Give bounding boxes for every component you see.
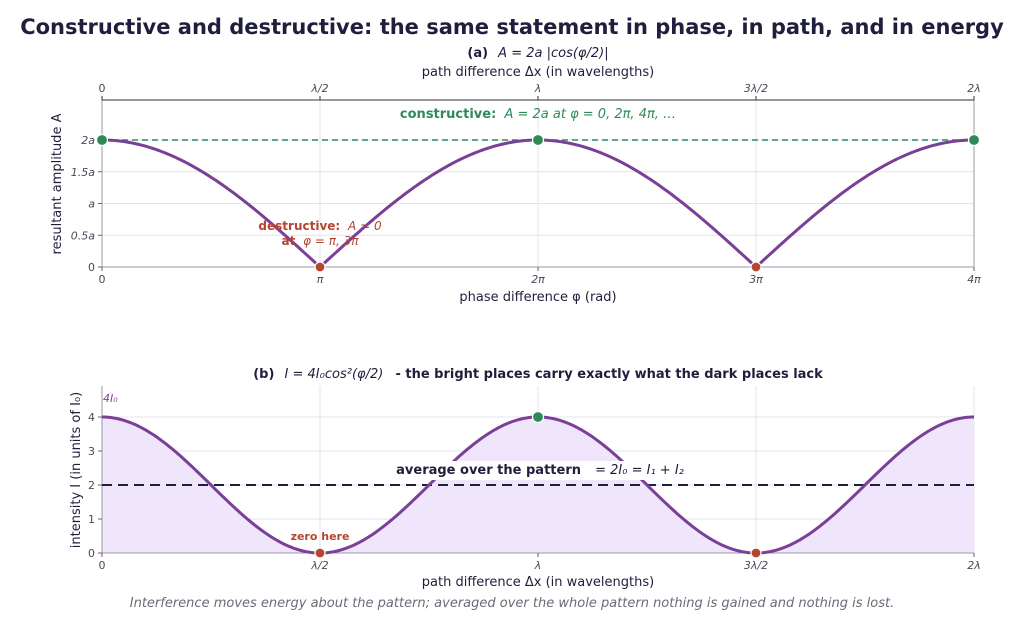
panel-a-top-tick-label: 2λ bbox=[967, 82, 981, 95]
panel-b-x-tick-label: 0 bbox=[99, 559, 106, 572]
panel-a-grid bbox=[101, 100, 975, 268]
panel-b-y-tick-label: 4 bbox=[88, 411, 95, 424]
panel-b-title-tail: - the bright places carry exactly what t… bbox=[395, 367, 823, 382]
destructive-annotation-line2: at φ = π, 3π bbox=[282, 234, 360, 248]
average-annotation: average over the pattern = 2I₀ = I₁ + I₂ bbox=[396, 463, 684, 478]
destructive-annotation: destructive: A = 0 bbox=[258, 219, 382, 233]
destructive-point bbox=[314, 261, 326, 273]
panel-b: (b) I = 4I₀cos²(φ/2) - the bright places… bbox=[69, 367, 981, 590]
panel-a-points bbox=[95, 133, 981, 273]
panel-a-x-tick-label: 2π bbox=[531, 273, 545, 286]
panel-a-x-tick-label: 4π bbox=[967, 273, 981, 286]
panel-a-y-ticks: 0 0.5a a 1.5a 2a bbox=[71, 134, 102, 274]
panel-a-x-tick-label: π bbox=[317, 273, 324, 286]
panel-b-x-tick-label: 3λ/2 bbox=[744, 559, 768, 572]
panel-b-x-label: path difference Δx (in wavelengths) bbox=[422, 575, 654, 590]
panel-a-top-tick-label: 0 bbox=[99, 82, 106, 95]
panel-a-x-tick-label: 3π bbox=[749, 273, 763, 286]
panel-a-label: (a) bbox=[467, 46, 488, 61]
panel-b-y-tick-label: 1 bbox=[88, 513, 95, 526]
panel-a-y-tick-label: a bbox=[88, 198, 95, 211]
zero-intensity-point bbox=[314, 547, 326, 559]
constructive-point bbox=[967, 133, 981, 147]
panel-a-top-axis-label: path difference Δx (in wavelengths) bbox=[422, 65, 654, 80]
panel-b-x-tick-label: λ bbox=[534, 559, 542, 572]
panel-b-x-tick-label: 2λ bbox=[967, 559, 981, 572]
panel-b-y-ticks: 0 1 2 3 4 bbox=[88, 411, 102, 560]
panel-a-y-tick-label: 1.5a bbox=[71, 166, 95, 179]
panel-a-top-tick-label: λ bbox=[534, 82, 542, 95]
panel-a-y-tick-label: 0.5a bbox=[71, 229, 95, 242]
constructive-point bbox=[95, 133, 109, 147]
panel-b-label: (b) bbox=[253, 367, 274, 382]
panel-a-y-tick-label: 2a bbox=[81, 134, 95, 147]
panel-b-y-label: intensity I (in units of I₀) bbox=[69, 392, 84, 548]
panel-b-x-tick-label: λ/2 bbox=[310, 559, 328, 572]
panel-b-y-tick-label: 2 bbox=[88, 479, 95, 492]
panel-b-x-ticks: 0 λ/2 λ 3λ/2 2λ bbox=[99, 553, 981, 572]
max-intensity-label: 4I₀ bbox=[103, 392, 118, 405]
constructive-annotation: constructive: A = 2a at φ = 0, 2π, 4π, … bbox=[400, 107, 676, 122]
panel-a-y-tick-label: 0 bbox=[88, 261, 95, 274]
panel-b-y-tick-label: 3 bbox=[88, 445, 95, 458]
panel-b-title: (b) I = 4I₀cos²(φ/2) - the bright places… bbox=[253, 367, 823, 382]
panel-b-points bbox=[314, 410, 762, 559]
max-intensity-point bbox=[531, 410, 545, 424]
constructive-point bbox=[531, 133, 545, 147]
panel-b-y-tick-label: 0 bbox=[88, 547, 95, 560]
panel-a-x-ticks: 0 π 2π 3π 4π bbox=[99, 267, 981, 286]
panel-a: (a) A = 2a |cos(φ/2)| path difference Δx… bbox=[50, 46, 981, 305]
panel-a-top-tick-label: λ/2 bbox=[310, 82, 328, 95]
figure-title: Constructive and destructive: the same s… bbox=[20, 15, 1004, 39]
destructive-point bbox=[750, 261, 762, 273]
panel-a-title: (a) A = 2a |cos(φ/2)| bbox=[467, 46, 608, 61]
panel-a-x-tick-label: 0 bbox=[99, 273, 106, 286]
panel-b-formula: I = 4I₀cos²(φ/2) bbox=[285, 367, 384, 382]
panel-a-formula: A = 2a |cos(φ/2)| bbox=[497, 46, 608, 61]
figure-caption: Interference moves energy about the patt… bbox=[130, 596, 895, 611]
average-label-background bbox=[395, 461, 688, 480]
panel-a-top-tick-label: 3λ/2 bbox=[744, 82, 768, 95]
panel-a-x-label: phase difference φ (rad) bbox=[459, 290, 616, 305]
panel-a-y-label: resultant amplitude A bbox=[50, 113, 65, 254]
panel-a-top-ticks: 0 λ/2 λ 3λ/2 2λ bbox=[99, 82, 981, 100]
zero-annotation: zero here bbox=[291, 530, 350, 543]
zero-intensity-point bbox=[750, 547, 762, 559]
